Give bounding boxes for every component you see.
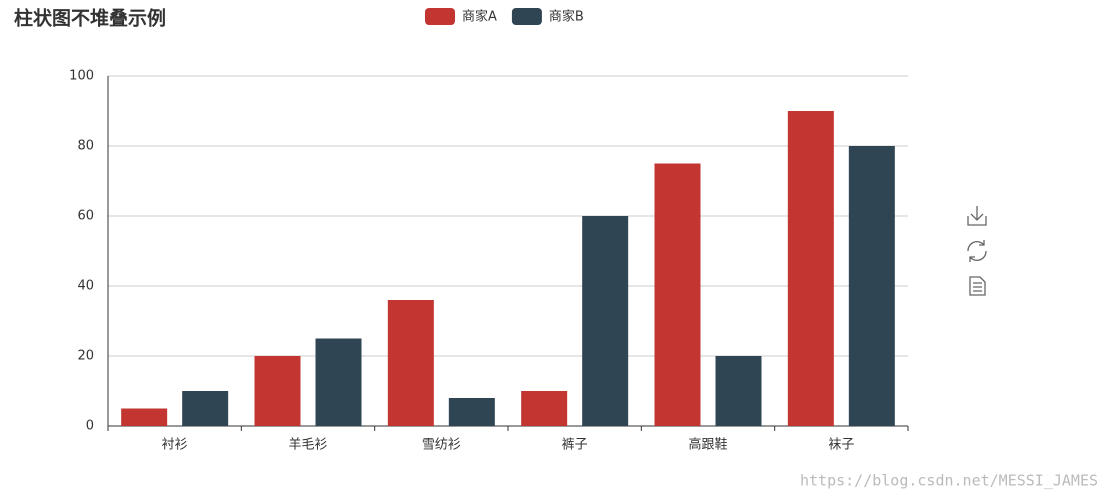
data-view-button[interactable] — [969, 276, 986, 296]
legend-swatch[interactable] — [511, 8, 542, 25]
bar — [787, 111, 834, 426]
y-tick-label: 20 — [77, 349, 94, 364]
watermark: https://blog.csdn.net/MESSI_JAMES — [800, 472, 1098, 490]
bar — [448, 398, 495, 426]
y-tick-label: 60 — [77, 209, 94, 224]
legend-swatch[interactable] — [425, 8, 455, 25]
restore-button[interactable] — [967, 240, 987, 262]
bar — [582, 216, 629, 426]
bar — [315, 338, 362, 426]
toolbox — [967, 206, 987, 296]
chart-title: 柱状图不堆叠示例 — [14, 7, 166, 30]
y-tick-label: 80 — [77, 139, 94, 154]
x-tick-label: 袜子 — [828, 438, 854, 453]
bar — [715, 356, 762, 426]
x-tick-label: 裤子 — [562, 438, 588, 453]
x-tick-label: 羊毛衫 — [288, 437, 327, 453]
bar — [182, 391, 229, 426]
legend-label[interactable]: 商家B — [549, 9, 584, 25]
save-image-button[interactable] — [967, 206, 987, 226]
bar — [654, 163, 701, 426]
bar — [521, 391, 568, 426]
y-tick-label: 0 — [86, 419, 94, 434]
legend-label[interactable]: 商家A — [462, 9, 497, 25]
bar — [848, 146, 895, 426]
bar — [121, 408, 168, 426]
x-tick-label: 衬衫 — [162, 438, 188, 453]
x-tick-label: 雪纺衫 — [422, 438, 461, 453]
x-tick-label: 高跟鞋 — [688, 437, 727, 453]
bar — [387, 300, 434, 426]
y-tick-label: 100 — [69, 69, 94, 84]
y-tick-label: 40 — [77, 279, 94, 294]
bar — [254, 356, 301, 426]
